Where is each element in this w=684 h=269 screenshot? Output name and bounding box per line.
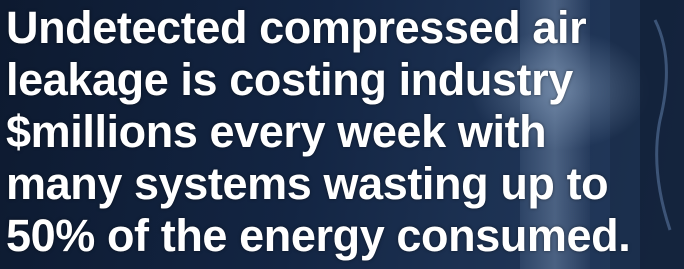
headline-line: $millions every week with <box>6 106 630 158</box>
banner: Undetected compressed air leakage is cos… <box>0 0 684 269</box>
headline-line: Undetected compressed air <box>6 2 630 54</box>
headline: Undetected compressed air leakage is cos… <box>6 2 630 262</box>
headline-line: 50% of the energy consumed. <box>6 210 630 262</box>
headline-line: many systems wasting up to <box>6 158 630 210</box>
headline-line: leakage is costing industry <box>6 54 630 106</box>
